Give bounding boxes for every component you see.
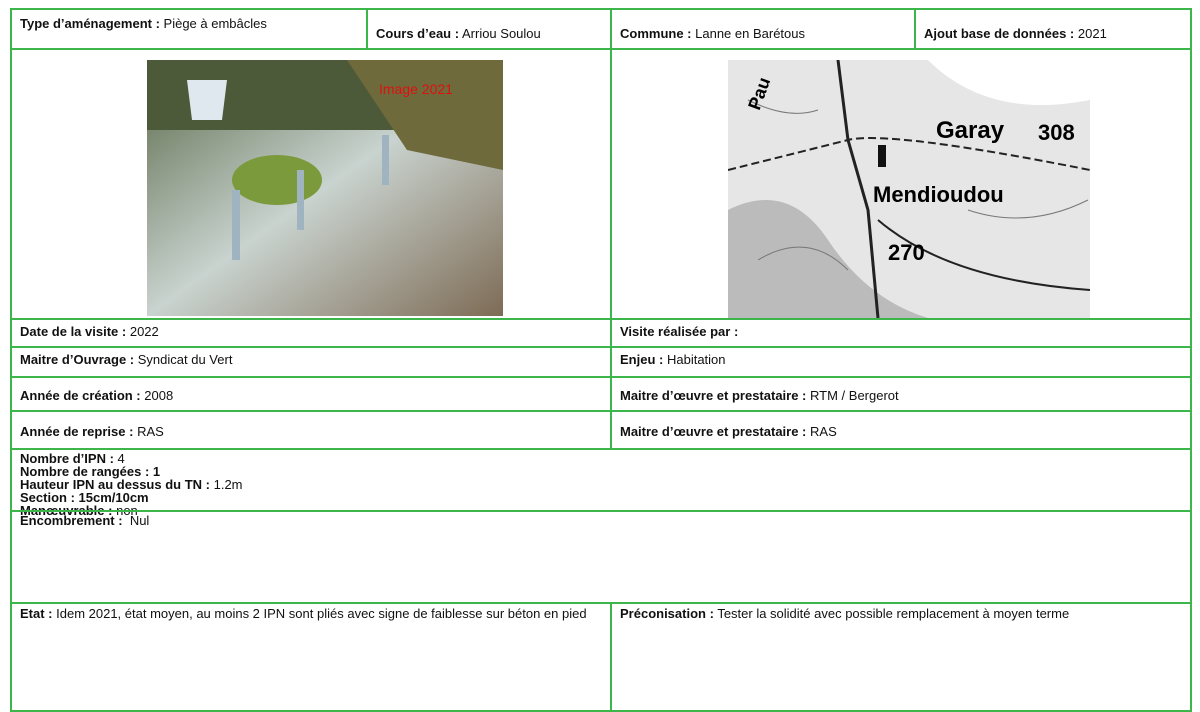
field: Visite réalisée par : [610, 318, 1192, 348]
details: Nombre d’IPN : 4 Nombre de rangées : 1 H… [10, 448, 1192, 517]
label: Encombrement : [20, 513, 123, 528]
label: Enjeu : [620, 352, 664, 367]
label: Maitre d’œuvre et prestataire : [620, 424, 807, 439]
label: Hauteur IPN au dessus du TN : [20, 477, 210, 492]
label: Année de création : [20, 388, 141, 403]
value: RAS [137, 424, 164, 439]
value: Idem 2021, état moyen, au moins 2 IPN so… [56, 606, 587, 621]
value: Syndicat du Vert [137, 352, 233, 367]
value: 1.2m [213, 477, 243, 492]
field: Maitre d’Ouvrage : Syndicat du Vert [10, 346, 612, 378]
photo-cell: Image 2021 [10, 48, 612, 320]
map-label: Garay [936, 117, 1005, 144]
value: Piège à embâcles [163, 16, 267, 31]
field: Date de la visite : 2022 [10, 318, 612, 348]
field: Enjeu : Habitation [610, 346, 1192, 378]
value: Arriou Soulou [461, 26, 541, 41]
value: Nul [129, 513, 150, 528]
label: Type d’aménagement : [20, 16, 160, 31]
value: RTM / Bergerot [810, 388, 899, 403]
label: Maitre d’œuvre et prestataire : [620, 388, 807, 403]
header-cell: Type d’aménagement : Piège à embâcles [10, 8, 368, 50]
label: Nombre de rangées : 1 [20, 464, 161, 479]
label: Etat : [20, 606, 53, 621]
label: Cours d’eau : [376, 26, 460, 41]
map-label: 270 [888, 240, 925, 265]
value: RAS [810, 424, 837, 439]
value: Habitation [666, 352, 726, 367]
value: Lanne en Barétous [695, 26, 805, 41]
header-cell: Ajout base de données : 2021 [914, 8, 1192, 50]
value: Tester la solidité avec possible remplac… [717, 606, 1070, 621]
value: 2022 [129, 324, 159, 339]
value: 2008 [144, 388, 174, 403]
label: Maitre d’Ouvrage : [20, 352, 135, 367]
encombrement: Encombrement : Nul [10, 510, 1192, 604]
header-cell: Commune : Lanne en Barétous [610, 8, 916, 50]
photo-caption: Image 2021 [379, 81, 453, 97]
field: Maitre d’œuvre et prestataire : RTM / Be… [610, 376, 1192, 412]
map-cell: Pau Garay 308 Mendioudou 270 [610, 48, 1192, 320]
label: Visite réalisée par : [620, 324, 739, 339]
map-label: Mendioudou [873, 182, 1004, 207]
label: Commune : [620, 26, 692, 41]
value: 4 [117, 451, 125, 466]
label: Ajout base de données : [924, 26, 1075, 41]
map: Pau Garay 308 Mendioudou 270 [728, 60, 1090, 318]
photo: Image 2021 [147, 60, 503, 316]
field: Année de reprise : RAS [10, 410, 612, 450]
label: Nombre d’IPN : [20, 451, 114, 466]
label: Date de la visite : [20, 324, 127, 339]
map-label: 308 [1038, 120, 1075, 145]
field: Année de création : 2008 [10, 376, 612, 412]
label: Section : 15cm/10cm [20, 490, 149, 505]
header-cell: Cours d’eau : Arriou Soulou [366, 8, 612, 50]
field: Maitre d’œuvre et prestataire : RAS [610, 410, 1192, 450]
label: Préconisation : [620, 606, 714, 621]
etat: Etat : Idem 2021, état moyen, au moins 2… [10, 602, 612, 712]
label: Année de reprise : [20, 424, 134, 439]
value: 2021 [1077, 26, 1107, 41]
preconisation: Préconisation : Tester la solidité avec … [610, 602, 1192, 712]
